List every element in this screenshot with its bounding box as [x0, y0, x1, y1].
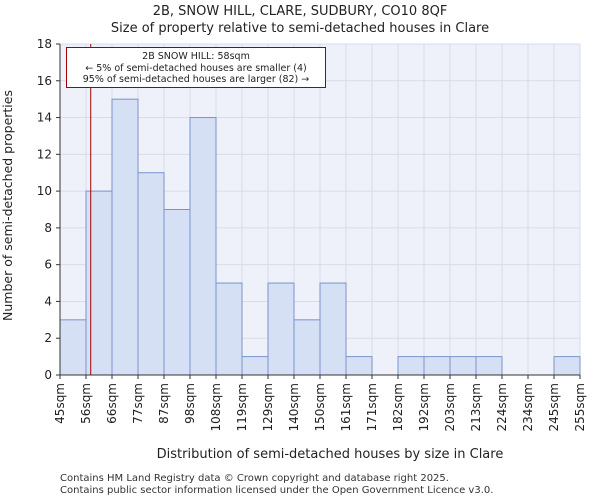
- x-tick-label: 192sqm: [417, 383, 431, 431]
- x-tick-label: 119sqm: [235, 383, 249, 431]
- x-tick-label: 182sqm: [391, 383, 405, 431]
- footer-copyright: Contains HM Land Registry data © Crown c…: [60, 473, 449, 484]
- x-tick-label: 77sqm: [131, 383, 145, 424]
- x-tick-label: 245sqm: [547, 383, 561, 431]
- bar-203sqm: [449, 356, 477, 376]
- x-tick-label: 140sqm: [287, 383, 301, 431]
- x-tick-label: 129sqm: [261, 383, 275, 431]
- x-tick-label: 108sqm: [209, 383, 223, 431]
- annotation-line-1: 2B SNOW HILL: 58sqm: [142, 51, 250, 62]
- bar-182sqm: [397, 356, 425, 376]
- x-tick-label: 171sqm: [365, 383, 379, 431]
- bar-98sqm: [189, 117, 217, 376]
- x-tick-label: 234sqm: [521, 383, 535, 431]
- bar-45sqm: [59, 319, 87, 376]
- property-annotation-box: 2B SNOW HILL: 58sqm ← 5% of semi-detache…: [66, 47, 326, 88]
- annotation-line-2: ← 5% of semi-detached houses are smaller…: [85, 62, 307, 74]
- y-tick-label: 16: [37, 74, 52, 88]
- y-tick-label: 2: [44, 331, 52, 345]
- bar-56sqm: [85, 190, 113, 376]
- y-axis-title: Number of semi-detached properties: [0, 90, 15, 321]
- chart-subtitle: Size of property relative to semi-detach…: [110, 21, 490, 36]
- x-tick-label: 56sqm: [79, 383, 93, 424]
- bar-87sqm: [163, 209, 191, 376]
- bar-213sqm: [475, 356, 503, 376]
- x-tick-label: 66sqm: [105, 383, 119, 424]
- y-tick-label: 10: [37, 184, 52, 198]
- x-tick-label: 203sqm: [443, 383, 457, 431]
- bar-192sqm: [423, 356, 451, 376]
- annotation-line-3: 95% of semi-detached houses are larger (…: [82, 74, 310, 85]
- x-tick-label: 150sqm: [313, 383, 327, 431]
- y-tick-label: 8: [44, 221, 52, 235]
- y-tick-label: 4: [44, 294, 52, 308]
- bar-108sqm: [215, 282, 243, 376]
- bar-150sqm: [319, 282, 347, 376]
- x-tick-label: 98sqm: [183, 383, 197, 424]
- x-tick-label: 224sqm: [495, 383, 509, 431]
- x-tick-label: 161sqm: [339, 383, 353, 431]
- bar-140sqm: [293, 319, 321, 376]
- x-tick-label: 213sqm: [469, 383, 483, 431]
- x-axis-title: Distribution of semi-detached houses by …: [157, 447, 504, 462]
- chart-title: 2B, SNOW HILL, CLARE, SUDBURY, CO10 8QF: [152, 4, 448, 19]
- x-tick-label: 255sqm: [573, 383, 587, 431]
- y-tick-label: 0: [44, 368, 52, 382]
- x-tick-label: 87sqm: [157, 383, 171, 424]
- bar-161sqm: [345, 356, 373, 376]
- y-tick-label: 18: [37, 37, 52, 51]
- bar-245sqm: [553, 356, 581, 376]
- bar-129sqm: [267, 282, 295, 376]
- y-tick-label: 6: [44, 258, 52, 272]
- bar-77sqm: [137, 172, 165, 376]
- footer-licence: Contains public sector information licen…: [60, 485, 494, 496]
- y-tick-label: 14: [37, 111, 52, 125]
- y-tick-label: 12: [37, 147, 52, 161]
- bar-119sqm: [241, 356, 269, 376]
- x-tick-label: 45sqm: [53, 383, 67, 424]
- bar-66sqm: [111, 98, 139, 376]
